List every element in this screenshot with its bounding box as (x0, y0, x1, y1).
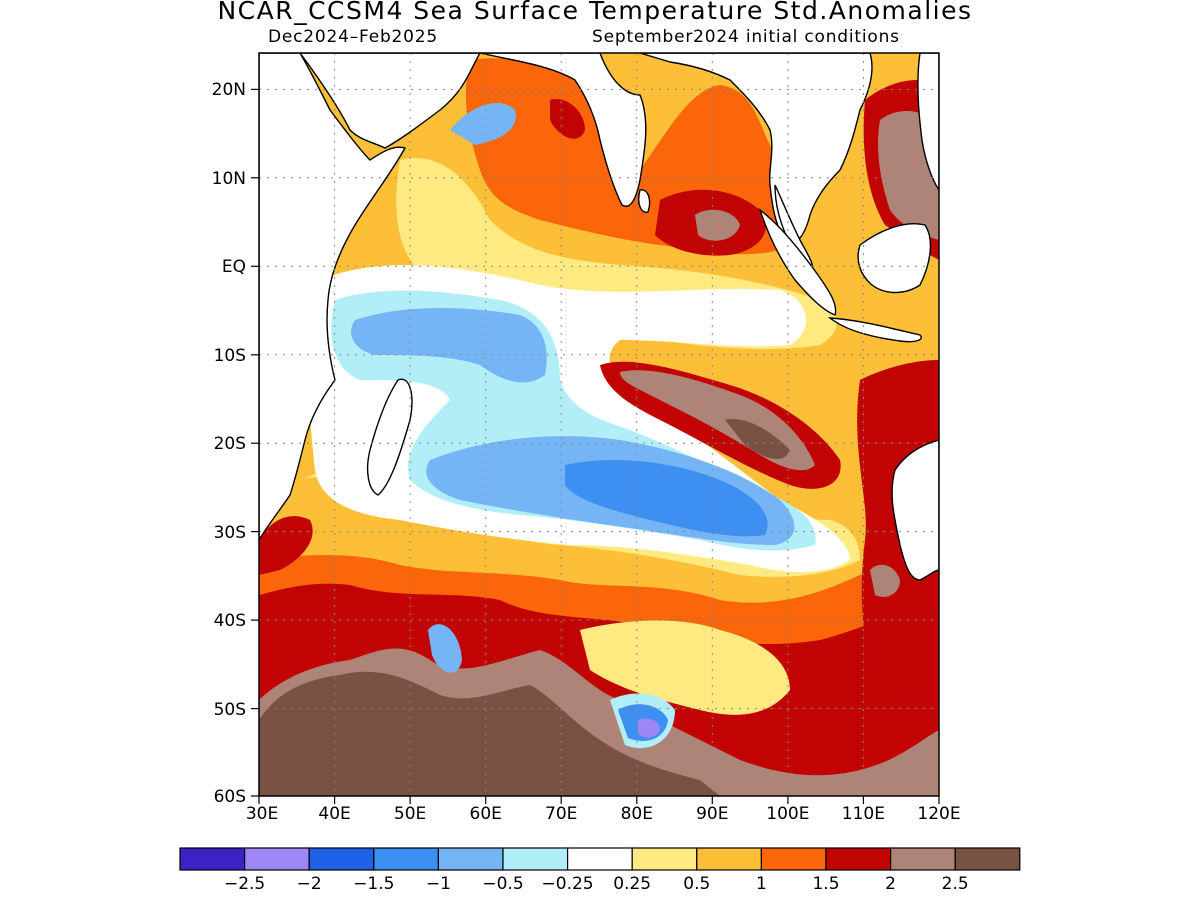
se-brown-patch (870, 564, 900, 597)
lon-label-30e: 30E (246, 804, 278, 824)
lat-label-40s: 40S (214, 611, 246, 631)
lat-ticks (251, 88, 259, 797)
colorbar-labels: −2.5 −2 −1.5 −1 −0.5 −0.25 0.25 0.5 1 1.… (224, 874, 969, 894)
yellow-southern-ocean (580, 620, 790, 715)
colorbar-label-12: 2.5 (942, 874, 969, 894)
lat-label-50s: 50S (214, 700, 246, 720)
lon-label-60e: 60E (470, 804, 502, 824)
lat-label-30s: 30S (214, 523, 246, 543)
australia-land (891, 439, 939, 581)
colorbar-label-1: −2.5 (224, 874, 265, 894)
colorbar-box-7 (566, 847, 633, 871)
lat-label-20s: 20S (214, 434, 246, 454)
blue-west-patch (351, 308, 547, 383)
arabia-land (299, 53, 481, 149)
colorbar-box-6 (502, 847, 569, 871)
purple-southern-core (638, 718, 660, 738)
southern-orange-band (259, 555, 939, 645)
lon-ticks (258, 796, 940, 804)
lon-labels: 30E 40E 50E 60E 70E 80E 90E 100E 110E 12… (246, 804, 961, 824)
colorbar-box-5 (437, 847, 504, 871)
colorbar-label-4: −1 (426, 874, 451, 894)
java-land (827, 317, 922, 343)
lat-label-eq: EQ (222, 257, 246, 277)
india-land (479, 53, 647, 207)
map-frame (258, 52, 940, 797)
philippines-east-land (917, 53, 939, 192)
lon-label-120e: 120E (917, 804, 960, 824)
lon-label-100e: 100E (766, 804, 809, 824)
forecast-period: Dec2024–Feb2025 (268, 27, 439, 47)
colorbar (179, 847, 1021, 871)
colorbar-box-8 (631, 847, 698, 871)
lat-label-10n: 10N (212, 169, 246, 189)
colorbar-label-7: 0.25 (613, 874, 651, 894)
lon-label-90e: 90E (696, 804, 728, 824)
colorbar-label-2: −2 (297, 874, 322, 894)
colorbar-box-4 (373, 847, 439, 871)
sumatra-land (758, 208, 837, 316)
colorbar-box-13 (954, 847, 1021, 871)
colorbar-box-9 (696, 847, 762, 871)
blue-arabian-patch (450, 102, 516, 145)
lon-label-50e: 50E (394, 804, 426, 824)
colorbar-box-1 (179, 847, 246, 871)
lon-label-80e: 80E (621, 804, 653, 824)
colorbar-label-9: 1 (756, 874, 767, 894)
colorbar-label-11: 2 (885, 874, 896, 894)
darkbrown-ridge (725, 419, 790, 460)
north-brown-patch (695, 209, 740, 241)
colorbar-box-12 (889, 847, 956, 871)
lat-label-20n: 20N (212, 80, 246, 100)
north-red-small (550, 99, 585, 139)
colorbar-box-10 (760, 847, 827, 871)
sw-red-patch (259, 516, 313, 575)
borneo-land (857, 223, 932, 294)
colorbar-box-11 (825, 847, 892, 871)
initial-conditions: September2024 initial conditions (592, 27, 900, 47)
sri-lanka-land (638, 189, 651, 213)
map-grid (259, 53, 939, 796)
lon-label-110e: 110E (842, 804, 885, 824)
colorbar-label-8: 0.5 (683, 874, 710, 894)
colorbar-label-10: 1.5 (812, 874, 839, 894)
land (259, 53, 939, 581)
lat-label-10s: 10S (214, 346, 246, 366)
blue-kerguelen-patch (428, 624, 462, 673)
colorbar-label-3: −1.5 (353, 874, 394, 894)
colorbar-label-5: −0.5 (482, 874, 523, 894)
lon-label-70e: 70E (545, 804, 577, 824)
lon-label-40e: 40E (318, 804, 350, 824)
lat-label-60s: 60S (214, 787, 246, 807)
madagascar-land (366, 378, 413, 496)
lat-labels: 20N 10N EQ 10S 20S 30S 40S 50S 60S (212, 80, 246, 807)
southern-brown-dark (259, 671, 720, 796)
colorbar-box-2 (244, 847, 310, 871)
colorbar-box-3 (308, 847, 375, 871)
blue-core-patch (565, 460, 768, 537)
colorbar-label-6: −0.25 (542, 874, 594, 894)
map-title: NCAR_CCSM4 Sea Surface Temperature Std.A… (217, 0, 973, 25)
africa-land (259, 53, 407, 542)
